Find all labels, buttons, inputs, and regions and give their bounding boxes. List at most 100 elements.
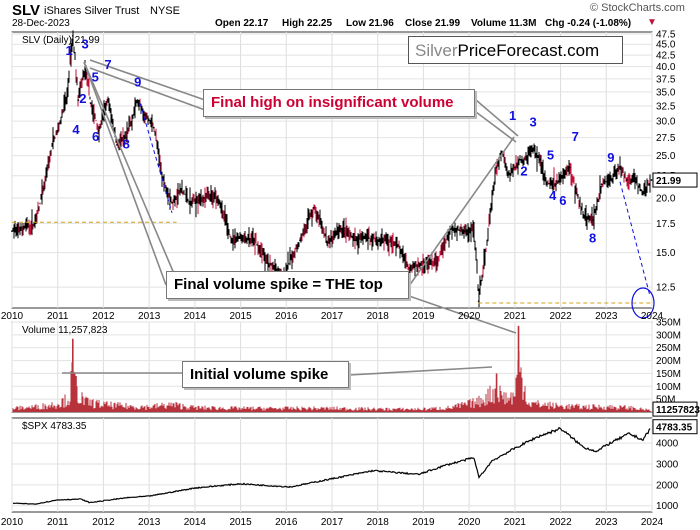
wave-label-2011: 8 [123, 136, 130, 151]
x-tick-label-bottom: 2011 [47, 517, 69, 528]
price-y-tick: 20.0 [656, 194, 676, 205]
x-tick-label-bottom: 2015 [229, 517, 252, 528]
x-tick-label: 2017 [321, 311, 344, 322]
callout-final-high: Final high on insignificant volume [203, 89, 475, 117]
spx-y-tick: 3000 [656, 459, 679, 470]
wave-label-2020: 3 [530, 114, 537, 129]
price-y-tick: 17.5 [656, 219, 676, 230]
x-tick-label: 2019 [412, 311, 435, 322]
x-tick-label: 2012 [92, 311, 115, 322]
watermark-box: SilverPriceForecast.com [408, 36, 623, 64]
header-volume: Volume 11.3M [471, 18, 537, 29]
price-point [555, 183, 557, 186]
price-point [525, 158, 528, 161]
volume-series [12, 325, 651, 412]
price-point [203, 197, 205, 199]
volume-y-tick: 100M [656, 382, 681, 393]
price-point [253, 239, 256, 242]
pointer-final-volume-right [408, 295, 517, 334]
price-point [34, 222, 36, 225]
price-series [11, 30, 653, 308]
header-open: Open 22.17 [215, 18, 269, 29]
price-point [642, 192, 644, 195]
header-date: 28-Dec-2023 [12, 18, 70, 29]
wave-label-2020: 9 [607, 150, 614, 165]
price-point [507, 174, 509, 177]
spx-last-value-box [652, 419, 698, 435]
x-tick-label-bottom: 2013 [138, 517, 161, 528]
price-point [495, 166, 498, 169]
volume-panel-title: Volume 11,257,823 [22, 325, 108, 336]
x-tick-label-bottom: 2018 [367, 517, 390, 528]
x-tick-label: 2010 [1, 311, 24, 322]
price-point [56, 130, 59, 132]
price-y-tick: 37.5 [656, 74, 676, 85]
price-last-value-box [652, 172, 698, 188]
callout-initial-volume: Initial volume spike [182, 361, 349, 388]
price-point [189, 201, 192, 204]
price-point [143, 114, 146, 116]
price-panel-title: SLV (Daily) 21.99 [22, 35, 100, 46]
price-point [136, 99, 139, 102]
price-point [619, 166, 621, 169]
x-tick-label-bottom: 2014 [184, 517, 207, 528]
price-y-tick: 32.5 [656, 101, 676, 112]
wave-label-2020: 8 [589, 231, 596, 246]
price-point [125, 136, 128, 139]
price-point [340, 228, 342, 230]
x-tick-label-bottom: 2016 [275, 517, 298, 528]
price-point [152, 126, 155, 129]
pointer-final-high-left [89, 59, 206, 101]
price-y-tick: 42.5 [656, 51, 676, 62]
wave-label-2011: 5 [92, 69, 99, 84]
header-change: Chg -0.24 (-1.08%) [545, 18, 632, 29]
spx-last-value: 4783.35 [656, 423, 693, 434]
price-point [354, 239, 356, 242]
volume-y-tick: 200M [656, 356, 681, 367]
spx-panel-title: $SPX 4783.35 [22, 421, 87, 432]
wave-label-2011: 6 [92, 129, 99, 144]
spx-y-tick: 2000 [656, 480, 679, 491]
price-point [539, 158, 541, 161]
volume-y-tick: 150M [656, 369, 681, 380]
spx-y-tick: 1000 [656, 501, 679, 512]
wave-label-2020: 6 [559, 193, 566, 208]
header-change-arrow: ▼ [647, 17, 657, 28]
price-point [267, 262, 269, 264]
wave-label-2020: 1 [509, 108, 516, 123]
header-high: High 22.25 [282, 18, 333, 29]
callout-final-volume: Final volume spike = THE top [166, 271, 409, 299]
target-circle [631, 287, 655, 319]
price-point [312, 206, 315, 209]
price-y-tick: 15.0 [656, 248, 676, 259]
price-point [43, 187, 45, 190]
price-point [422, 260, 425, 263]
price-y-tick: 40.0 [656, 62, 676, 73]
price-point [116, 143, 118, 146]
watermark-part2: PriceForecast.com [457, 41, 600, 60]
wave-label-2011: 1 [66, 43, 73, 58]
wave-label-2011: 4 [72, 122, 80, 137]
price-point [514, 166, 516, 169]
pointer-initial-volume-right [348, 366, 493, 376]
price-point [486, 239, 489, 242]
pointer-final-volume-up [408, 136, 515, 287]
spx-y-tick: 4000 [656, 439, 679, 450]
price-point [472, 228, 475, 230]
price-point [239, 235, 242, 238]
price-point [532, 147, 534, 150]
price-point [650, 179, 653, 181]
x-tick-label: 2015 [229, 311, 252, 322]
price-point [600, 183, 603, 186]
volume-y-tick: 50M [656, 395, 675, 406]
x-tick-label-bottom: 2017 [321, 517, 344, 528]
x-tick-label-bottom: 2022 [549, 517, 572, 528]
watermark-part1: Silver [415, 41, 458, 60]
price-point [395, 241, 397, 244]
pointer-final-volume-left [83, 61, 167, 286]
x-tick-label-bottom: 2019 [412, 517, 435, 528]
x-tick-label: 2011 [47, 311, 69, 322]
price-point [562, 174, 564, 177]
x-tick-label-bottom: 2020 [458, 517, 481, 528]
